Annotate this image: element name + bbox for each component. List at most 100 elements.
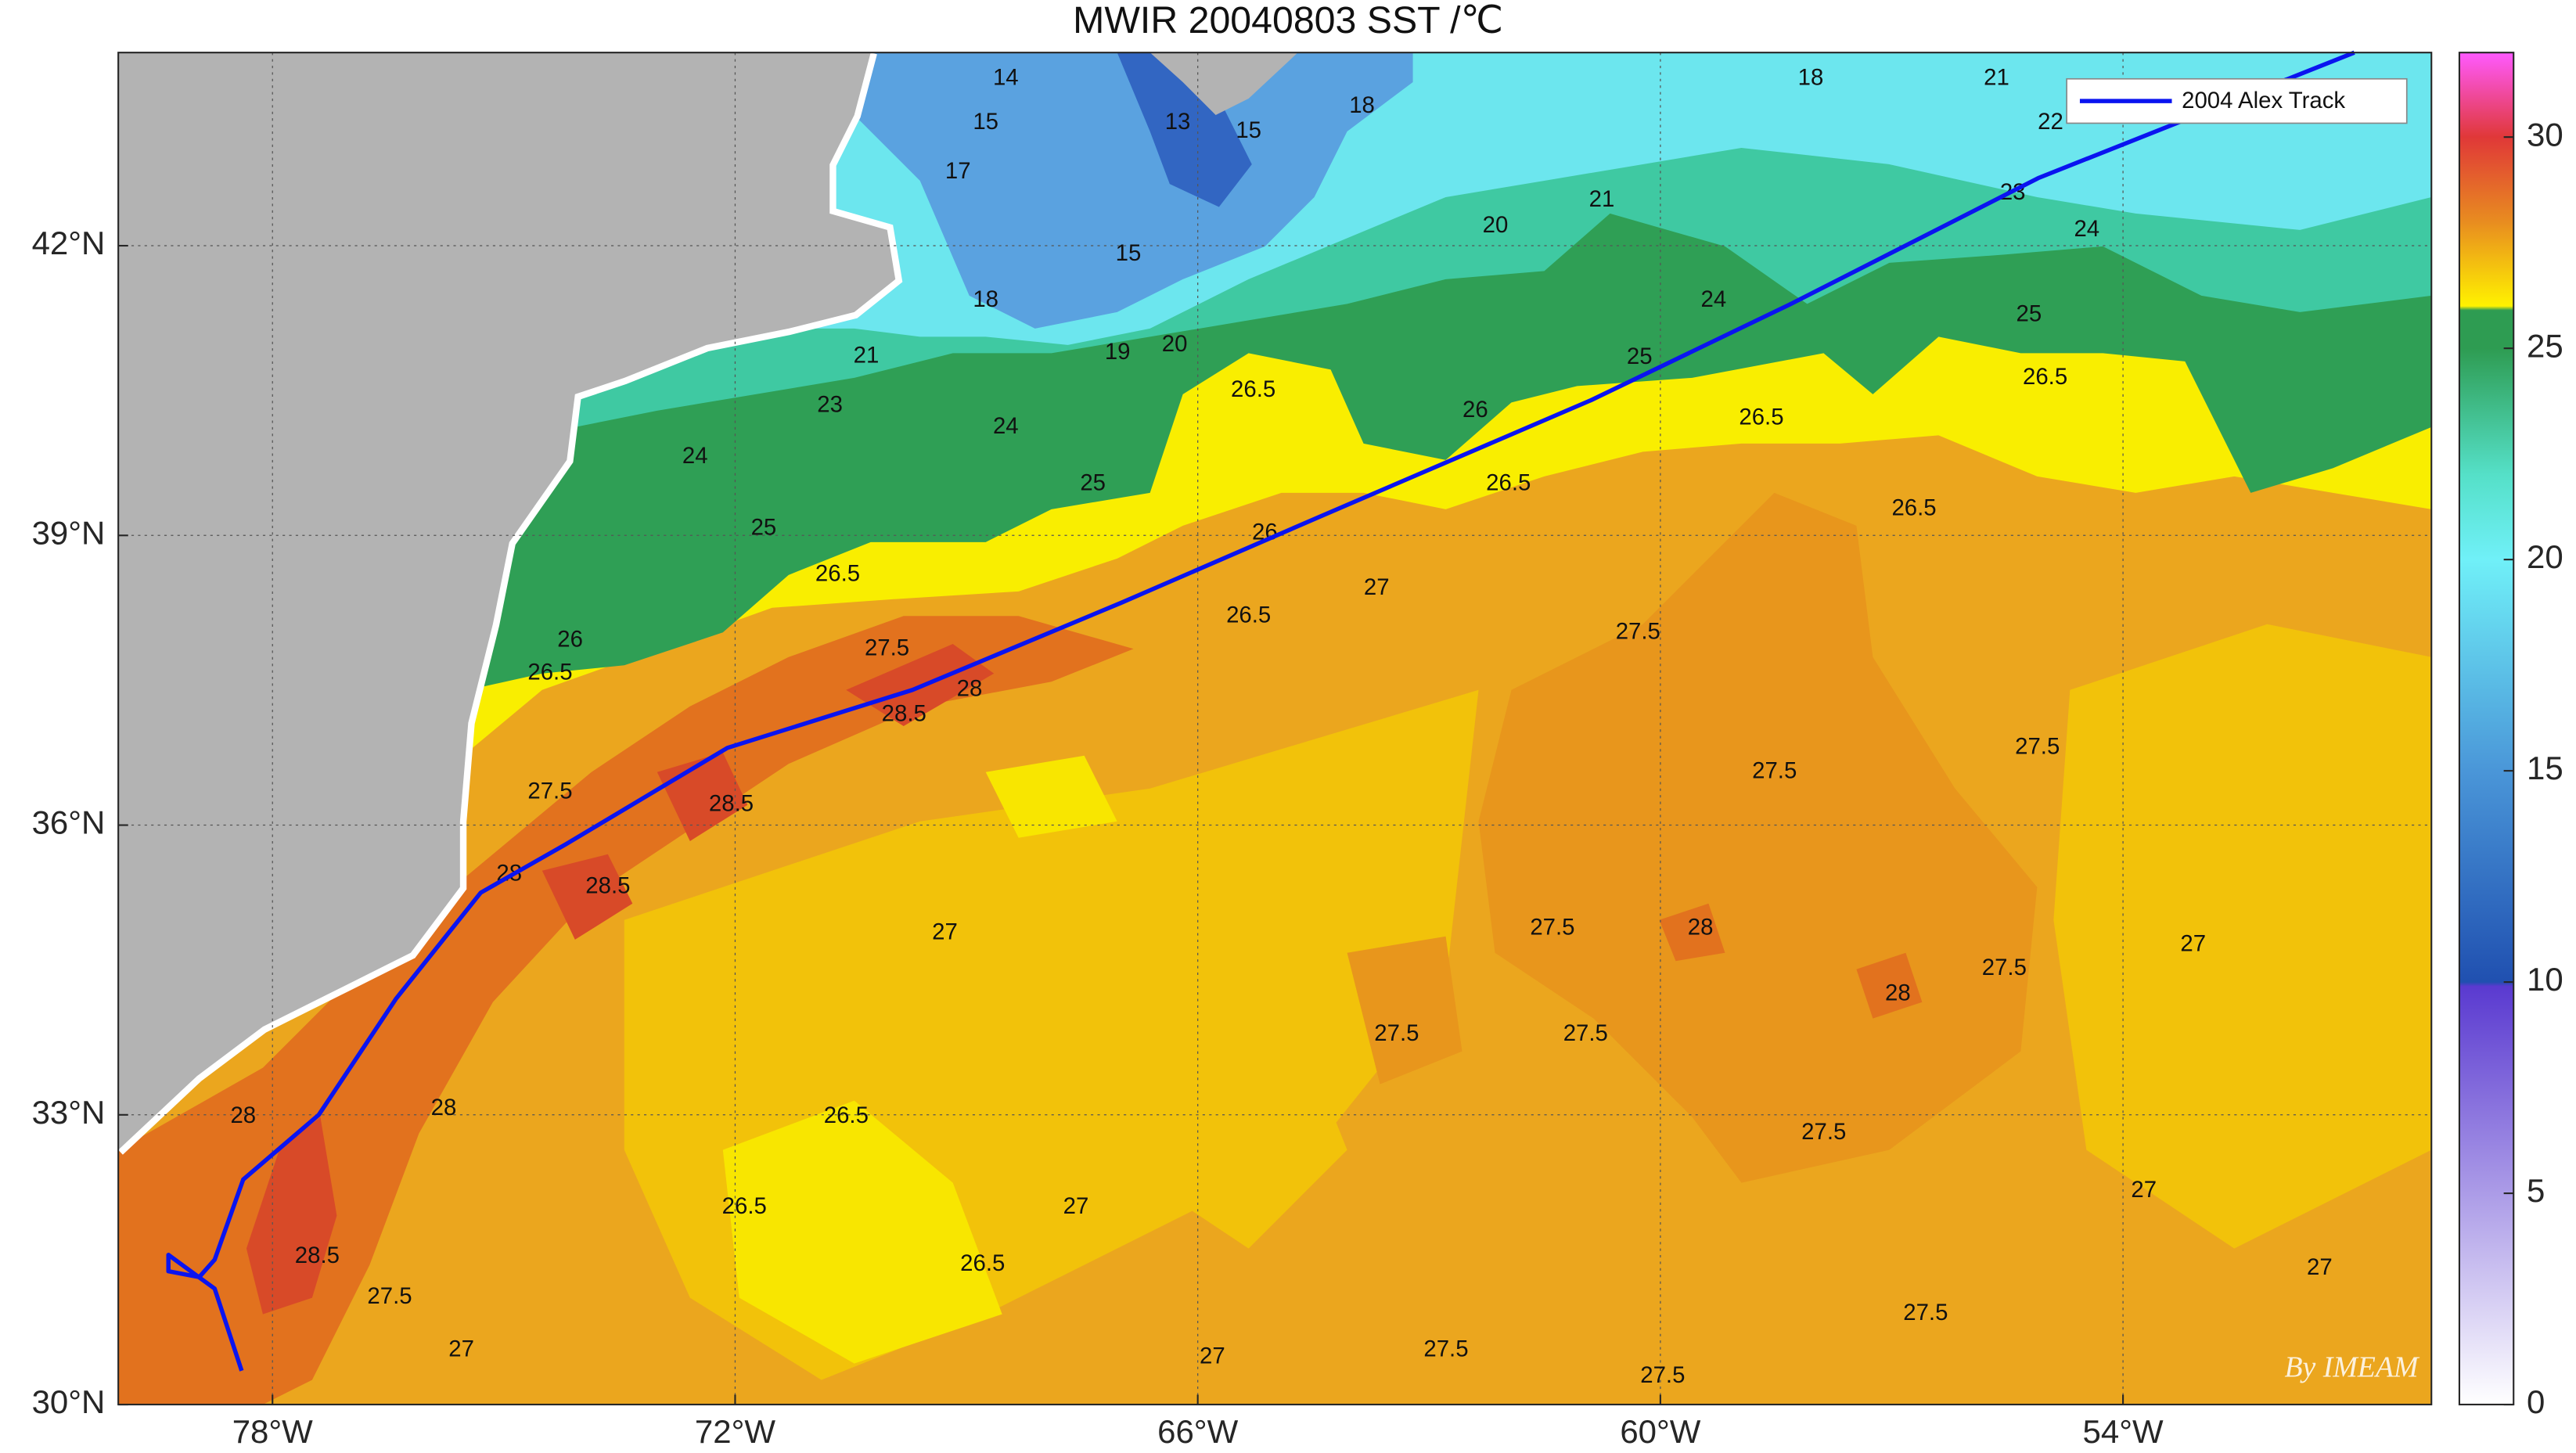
contour-label: 21	[854, 343, 880, 369]
y-tick-label: 42°N	[32, 225, 106, 261]
contour-label: 19	[1105, 339, 1131, 365]
y-tick-label: 33°N	[32, 1094, 106, 1131]
contour-label: 15	[1116, 240, 1142, 266]
contour-label: 28	[230, 1102, 256, 1128]
colorbar-tick-label: 10	[2527, 961, 2563, 998]
contour-label: 28	[1688, 914, 1714, 940]
colorbar-tick-label: 0	[2527, 1383, 2545, 1420]
contour-label: 18	[1798, 64, 1824, 90]
contour-label: 26.5	[960, 1250, 1005, 1276]
contour-label: 15	[1236, 117, 1261, 143]
contour-label: 27	[932, 919, 958, 945]
y-tick-label: 30°N	[32, 1383, 106, 1420]
track-line	[166, 50, 2355, 1372]
contour-label: 21	[1589, 186, 1615, 212]
contour-label: 27.5	[1801, 1119, 1846, 1145]
contour-label: 27.5	[1982, 955, 2027, 980]
contour-label: 18	[1349, 92, 1375, 118]
contour-label: 17	[945, 158, 971, 184]
sst-28	[118, 616, 1923, 1405]
colorbar-tick-label: 25	[2527, 327, 2563, 364]
colorbar-tick-label: 20	[2527, 538, 2563, 575]
contour-label: 27	[2307, 1254, 2333, 1280]
sst-13	[1117, 52, 1252, 207]
colorbar-tick-label: 30	[2527, 116, 2563, 153]
contour-label: 24	[682, 443, 708, 469]
x-tick-label: 66°W	[1157, 1413, 1238, 1450]
contour-label: 27.5	[367, 1283, 412, 1309]
contour-label: 26	[557, 627, 583, 653]
sst-28-5	[246, 644, 995, 1315]
contour-label: 25	[1627, 343, 1653, 369]
contour-label: 26.5	[824, 1102, 869, 1128]
contour-label: 27.5	[527, 778, 572, 804]
sst-16	[854, 52, 1413, 329]
contour-label: 27.5	[1374, 1020, 1419, 1046]
x-tick-label: 72°W	[695, 1413, 775, 1450]
contour-label: 28.5	[882, 701, 926, 727]
x-tick-label: 54°W	[2083, 1413, 2164, 1450]
contour-label: 22	[2038, 109, 2063, 135]
contour-label: 15	[973, 109, 998, 135]
y-tick-label: 36°N	[32, 804, 106, 841]
colorbar-tick-label: 5	[2527, 1172, 2545, 1209]
contour-label: 26.5	[1231, 376, 1275, 402]
contour-label: 27	[2180, 930, 2206, 956]
contour-label: 27	[2131, 1177, 2157, 1203]
contour-label: 27.5	[1903, 1300, 1948, 1325]
contour-label: 25	[751, 514, 777, 540]
contour-label: 26	[1462, 397, 1488, 423]
contour-label: 26.5	[1739, 405, 1783, 430]
contour-label: 27	[1200, 1343, 1225, 1368]
track	[166, 50, 2355, 1372]
sst-field	[118, 52, 2432, 1405]
contour-label: 28.5	[585, 872, 630, 898]
contour-label: 20	[1162, 331, 1188, 357]
contour-label: 27.5	[1640, 1362, 1685, 1388]
contour-label: 27.5	[1752, 757, 1797, 783]
y-tick-label: 39°N	[32, 514, 106, 551]
contour-label: 28.5	[295, 1243, 340, 1268]
chart-title: MWIR 20040803 SST /℃	[1073, 0, 1503, 41]
legend: 2004 Alex Track	[2066, 77, 2408, 124]
sst-26-5	[722, 755, 1117, 1364]
contour-label: 21	[1984, 64, 2009, 90]
contour-label: 27	[448, 1336, 474, 1362]
x-tick-label: 78°W	[232, 1413, 313, 1450]
contour-label: 26.5	[527, 660, 572, 685]
contour-label: 27.5	[2015, 734, 2060, 760]
contour-label: 26.5	[815, 561, 860, 587]
contour-label: 26.5	[1226, 602, 1271, 628]
sst-27-5	[1347, 492, 2038, 1183]
contour-label: 27.5	[1423, 1336, 1468, 1362]
contour-label: 27	[1063, 1193, 1089, 1219]
contour-label: 26.5	[2023, 364, 2067, 390]
contour-label: 27.5	[865, 635, 909, 661]
contour-label: 25	[2017, 301, 2042, 327]
contour-label: 25	[1080, 470, 1106, 496]
contour-label: 27.5	[1530, 914, 1574, 940]
contour-label: 27.5	[1563, 1020, 1608, 1046]
contour-label: 28.5	[709, 790, 754, 816]
contour-label: 24	[993, 413, 1019, 439]
contour-label: 28	[1885, 980, 1911, 1005]
land	[118, 52, 1298, 1150]
contour-label: 27.5	[1616, 619, 1660, 645]
x-tick-label: 60°W	[1620, 1413, 1700, 1450]
legend-box	[2066, 77, 2408, 124]
contour-label: 27	[1364, 574, 1390, 600]
contour-label: 26.5	[1486, 470, 1531, 496]
contour-label: 14	[993, 64, 1019, 90]
contour-label: 24	[2074, 216, 2099, 242]
contour-label: 18	[973, 286, 998, 312]
contour-label: 20	[1483, 212, 1509, 238]
contour-label: 28	[957, 676, 983, 702]
contour-label: 28	[431, 1095, 457, 1120]
legend-label: 2004 Alex Track	[2182, 88, 2345, 113]
contour-label: 26.5	[1891, 495, 1936, 521]
contour-label: 23	[817, 392, 843, 418]
colorbar-tick-label: 15	[2527, 750, 2563, 786]
contour-label: 13	[1165, 109, 1191, 135]
colorbar: 0 5 10 15 20 25 30	[2458, 52, 2563, 1420]
